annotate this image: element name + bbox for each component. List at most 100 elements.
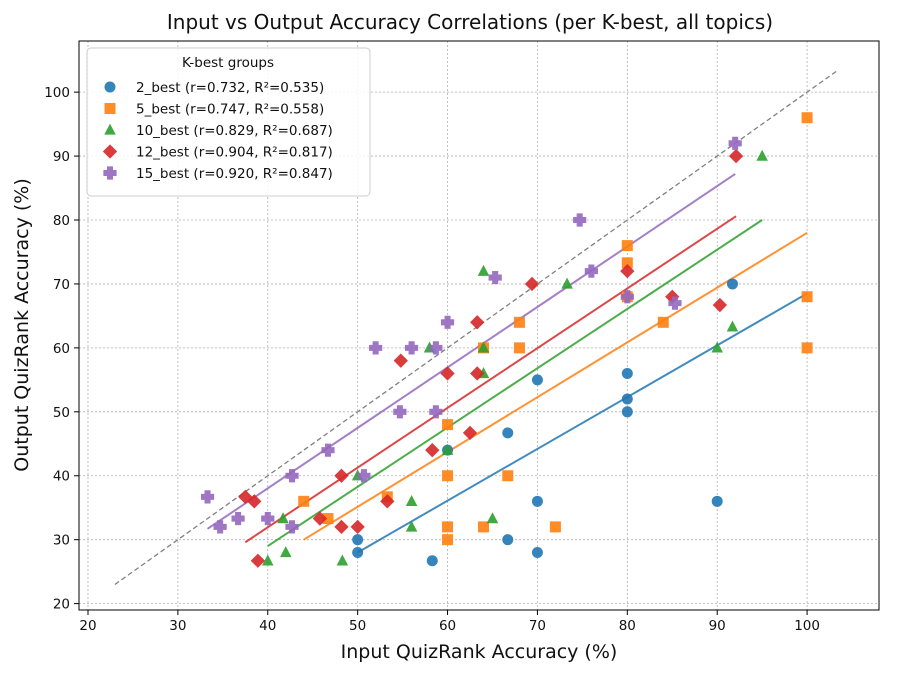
point-15-best [620, 290, 634, 304]
point-10-best [277, 512, 289, 524]
point-5-best [513, 342, 525, 354]
point-15-best [584, 264, 598, 278]
y-axis-label: Output QuizRank Accuracy (%) [11, 178, 33, 471]
point-2-best [426, 555, 438, 567]
point-5-best [621, 257, 633, 269]
chart-title: Input vs Output Accuracy Correlations (p… [167, 10, 773, 34]
legend-label-15-best: 15_best (r=0.920, R²=0.847) [136, 166, 333, 182]
point-5-best [502, 470, 514, 482]
x-tick-label: 60 [439, 618, 456, 634]
point-15-best [285, 469, 299, 483]
point-2-best [502, 427, 514, 439]
y-tick-label: 20 [53, 597, 70, 613]
fit-line-15-best [206, 173, 736, 530]
point-15-best [200, 490, 215, 504]
point-5-best [801, 342, 813, 354]
legend-box [86, 47, 371, 197]
data-points [200, 112, 813, 568]
point-10-best [561, 277, 573, 289]
fit-line-2-best [357, 292, 808, 554]
fit-line-12-best [244, 215, 737, 544]
axis-ticks: 20 30 40 50 60 70 80 90 100 20 30 40 50 60 70 80 90 100 [44, 85, 820, 634]
point-2-best [352, 546, 364, 558]
point-12-best [334, 519, 349, 535]
point-5-best [298, 495, 310, 507]
point-2-best [621, 406, 633, 418]
point-5-best [442, 534, 454, 546]
point-2-best [711, 495, 723, 507]
x-tick-label: 90 [709, 618, 726, 634]
point-12-best [393, 353, 408, 368]
point-12-best [425, 443, 440, 458]
point-12-best [462, 425, 478, 441]
point-5-best [801, 112, 813, 124]
point-10-best [477, 264, 490, 276]
point-2-best [726, 278, 738, 290]
point-15-best [404, 341, 419, 355]
point-15-best [728, 136, 742, 150]
point-15-best [429, 405, 443, 419]
point-5-best [549, 521, 561, 533]
point-2-best [531, 374, 543, 386]
x-tick-label: 70 [529, 618, 546, 634]
x-tick-label: 30 [169, 618, 186, 634]
point-12-best [380, 494, 395, 509]
point-15-best [440, 315, 455, 329]
legend-marker-15-best [103, 166, 117, 180]
x-axis-label: Input QuizRank Accuracy (%) [341, 641, 618, 663]
point-15-best [429, 341, 443, 355]
point-15-best [393, 405, 407, 419]
point-12-best [312, 511, 328, 526]
point-15-best [488, 270, 502, 285]
point-5-best [322, 513, 334, 525]
legend-title: K-best groups [182, 55, 274, 71]
point-10-best [336, 554, 349, 566]
fit-line-5-best [303, 231, 808, 541]
point-15-best [369, 341, 383, 355]
point-10-best [441, 443, 454, 455]
point-2-best [531, 546, 543, 558]
point-2-best [531, 495, 543, 507]
x-tick-label: 40 [259, 618, 276, 634]
point-10-best [405, 520, 418, 532]
point-12-best [470, 366, 485, 381]
point-12-best [250, 553, 266, 568]
legend-label-2-best: 2_best (r=0.732, R²=0.535) [136, 80, 324, 96]
point-10-best [711, 341, 723, 353]
point-5-best [657, 316, 669, 328]
x-tick-label: 100 [794, 618, 820, 634]
point-15-best [261, 511, 275, 526]
point-10-best [726, 320, 739, 332]
legend-marker-2-best [104, 81, 116, 93]
y-tick-label: 60 [53, 341, 70, 357]
x-tick-label: 80 [619, 618, 636, 634]
point-2-best [621, 393, 633, 405]
fit-lines [206, 173, 808, 554]
point-15-best [231, 511, 245, 526]
point-12-best [334, 468, 349, 483]
point-10-best [477, 341, 490, 353]
point-15-best [668, 296, 682, 310]
point-15-best [321, 443, 335, 457]
plot-frame [78, 40, 880, 611]
y-tick-label: 100 [44, 85, 70, 101]
point-12-best [712, 297, 728, 313]
point-10-best [279, 546, 292, 558]
legend-items: 2_best (r=0.732, R²=0.535) 5_best (r=0.74… [102, 80, 333, 182]
point-12-best [620, 264, 635, 279]
point-2-best [621, 367, 633, 379]
y-tick-label: 40 [53, 469, 70, 485]
legend: K-best groups 2_best (r=0.732, R²=0.535)… [86, 47, 371, 197]
y-tick-label: 50 [53, 405, 70, 421]
point-12-best [728, 148, 744, 164]
point-12-best [524, 276, 540, 292]
point-12-best [440, 366, 455, 381]
legend-label-5-best: 5_best (r=0.747, R²=0.558) [136, 102, 324, 118]
point-15-best [285, 520, 299, 534]
point-5-best [621, 240, 633, 252]
point-15-best [573, 213, 587, 227]
point-5-best [442, 470, 454, 482]
point-2-best [352, 534, 364, 546]
legend-marker-10-best [104, 123, 116, 135]
y-tick-label: 70 [53, 277, 70, 293]
